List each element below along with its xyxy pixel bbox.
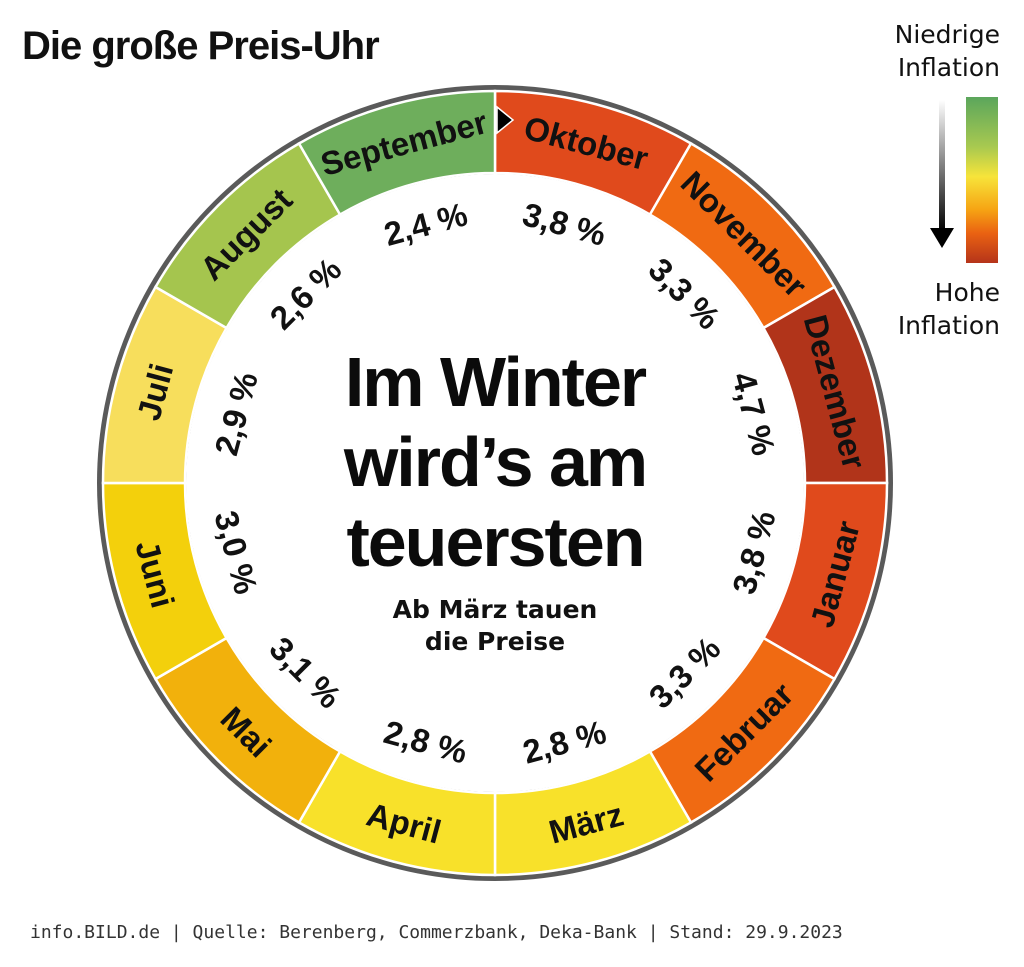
- legend-low-label: Niedrige Inflation: [894, 20, 1000, 82]
- subline-line-1: Ab März tauen: [393, 595, 598, 624]
- source-footer: info.BILD.de | Quelle: Berenberg, Commer…: [30, 922, 843, 943]
- start-marker-icon: [496, 105, 515, 135]
- headline-line-1: Im Winter: [345, 343, 647, 421]
- headline-line-3: teuersten: [346, 503, 643, 581]
- headline-line-2: wird’s am: [343, 423, 646, 501]
- legend-gradient-bar: [966, 97, 998, 263]
- month-segment-september: [297, 89, 497, 217]
- legend-high-label: Hohe Inflation: [897, 278, 1000, 340]
- clock-face: [186, 174, 804, 792]
- chart-title: Die große Preis-Uhr: [22, 24, 380, 68]
- legend-down-arrow-icon: [930, 100, 954, 248]
- subline-line-2: die Preise: [425, 627, 565, 656]
